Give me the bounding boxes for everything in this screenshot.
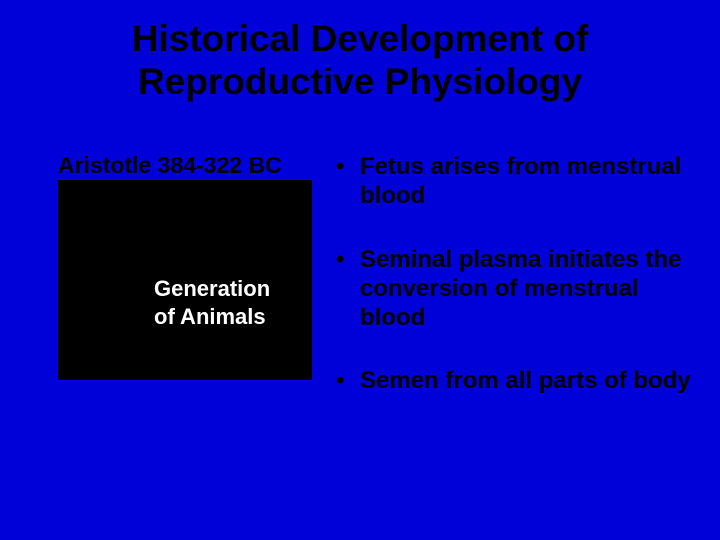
work-title-line-2: of Animals xyxy=(154,303,270,331)
bullet-icon: • xyxy=(336,152,360,181)
bullet-text: Fetus arises from menstrual blood xyxy=(360,152,702,211)
list-item: • Seminal plasma initiates the conversio… xyxy=(336,245,702,333)
image-placeholder-box: Generation of Animals xyxy=(58,180,312,380)
bullet-list: • Fetus arises from menstrual blood • Se… xyxy=(336,152,702,430)
author-line: Aristotle 384-322 BC xyxy=(58,152,333,179)
left-column: Aristotle 384-322 BC xyxy=(58,152,333,179)
title-line-1: Historical Development of xyxy=(60,18,660,61)
list-item: • Semen from all parts of body xyxy=(336,366,702,395)
bullet-text: Seminal plasma initiates the conversion … xyxy=(360,245,702,333)
title-line-2: Reproductive Physiology xyxy=(60,61,660,104)
bullet-icon: • xyxy=(336,366,360,395)
work-title-line-1: Generation xyxy=(154,275,270,303)
list-item: • Fetus arises from menstrual blood xyxy=(336,152,702,211)
bullet-icon: • xyxy=(336,245,360,274)
slide-title: Historical Development of Reproductive P… xyxy=(0,0,720,103)
bullet-text: Semen from all parts of body xyxy=(360,366,702,395)
work-title: Generation of Animals xyxy=(154,275,270,330)
